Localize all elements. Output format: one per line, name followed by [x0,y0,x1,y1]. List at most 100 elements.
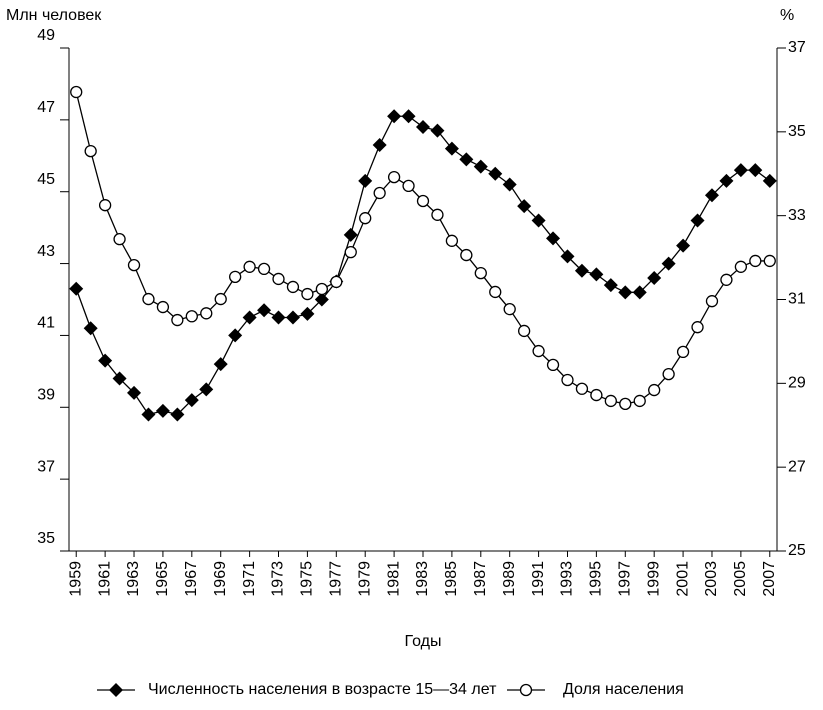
x-tick-label: 1991 [530,561,547,597]
y-tick-label: 37 [37,458,55,475]
x-tick-label: 1975 [299,561,316,597]
data-point [762,173,777,188]
y-axis-title: Млн человек [6,7,102,24]
data-point [445,234,459,247]
y2-tick-label: 27 [788,458,806,475]
data-point [301,287,314,301]
y2-axis-title: % [780,7,794,24]
data-point [285,310,300,325]
data-point [561,373,574,387]
data-point [748,163,763,178]
data-point [257,303,272,318]
x-tick-label: 1967 [183,561,200,597]
data-point [242,310,257,325]
data-point [402,179,415,193]
x-tick-label: 1969 [212,561,229,597]
data-point [171,313,184,327]
y-tick-label: 43 [37,243,55,260]
data-point [387,170,401,184]
data-point [112,371,127,386]
data-point [430,123,445,138]
data-point [185,310,198,323]
data-point [257,262,271,276]
series-line [75,91,770,405]
data-point [401,109,416,124]
legend-label: Доля населения [563,681,684,698]
data-point [300,306,315,321]
x-tick-label: 1963 [125,561,142,597]
data-point [314,292,329,307]
data-point [618,285,633,300]
data-point [155,403,170,418]
data-point [705,295,719,308]
data-point [459,152,474,167]
x-tick-label: 1989 [501,561,518,597]
data-point [575,382,589,395]
data-point [359,212,372,225]
data-point [691,321,704,334]
y-tick-label: 41 [37,315,55,332]
data-point [330,275,343,289]
data-point [199,382,214,397]
data-point [532,344,545,358]
x-axis-title: Годы [405,633,442,650]
data-point [488,166,503,181]
data-point [84,144,97,158]
x-tick-label: 2005 [732,561,749,597]
x-tick-label: 1995 [588,561,605,597]
data-point [214,292,227,306]
data-point [141,407,156,422]
data-point [749,254,762,268]
x-tick-label: 2007 [761,561,778,597]
legend-marker [519,683,533,697]
data-point [503,302,516,316]
data-point [619,397,632,411]
data-point [416,194,430,208]
data-point [343,227,358,242]
x-tick-label: 1983 [414,561,431,597]
data-point [272,272,285,286]
legend-label: Численность населения в возрасте 15—34 л… [148,681,497,698]
data-point [474,266,487,280]
data-point [662,367,675,381]
x-tick-label: 1997 [617,561,634,597]
data-point [184,393,199,408]
y-tick-label: 39 [37,387,55,404]
data-point [604,394,617,408]
x-tick-label: 2001 [674,561,691,597]
data-point [574,263,589,278]
data-point [517,324,531,338]
data-point [431,208,444,221]
data-point [719,173,734,188]
data-point [489,285,502,299]
data-point [243,260,256,273]
data-point [69,281,84,296]
x-tick-label: 1985 [443,561,460,597]
data-point [98,353,113,368]
y2-tick-label: 33 [788,207,806,224]
y2-tick-label: 31 [788,291,806,308]
data-point [603,278,618,293]
data-point [676,238,691,253]
data-point [228,328,243,343]
data-point [647,270,662,285]
x-tick-label: 1981 [385,561,402,597]
data-point [546,231,561,246]
data-point [632,285,647,300]
y-tick-label: 45 [37,171,55,188]
data-point [690,213,705,228]
data-point [648,383,661,397]
data-point [633,394,646,408]
x-tick-label: 1971 [241,561,258,597]
data-point [676,345,690,359]
data-point [387,109,402,124]
x-tick-label: 1979 [356,561,373,597]
data-point [373,186,386,200]
data-point [142,292,155,306]
y2-tick-label: 37 [788,39,806,56]
data-point [271,310,286,325]
data-point [344,245,357,259]
data-point [546,358,560,372]
y2-tick-label: 25 [788,542,806,559]
